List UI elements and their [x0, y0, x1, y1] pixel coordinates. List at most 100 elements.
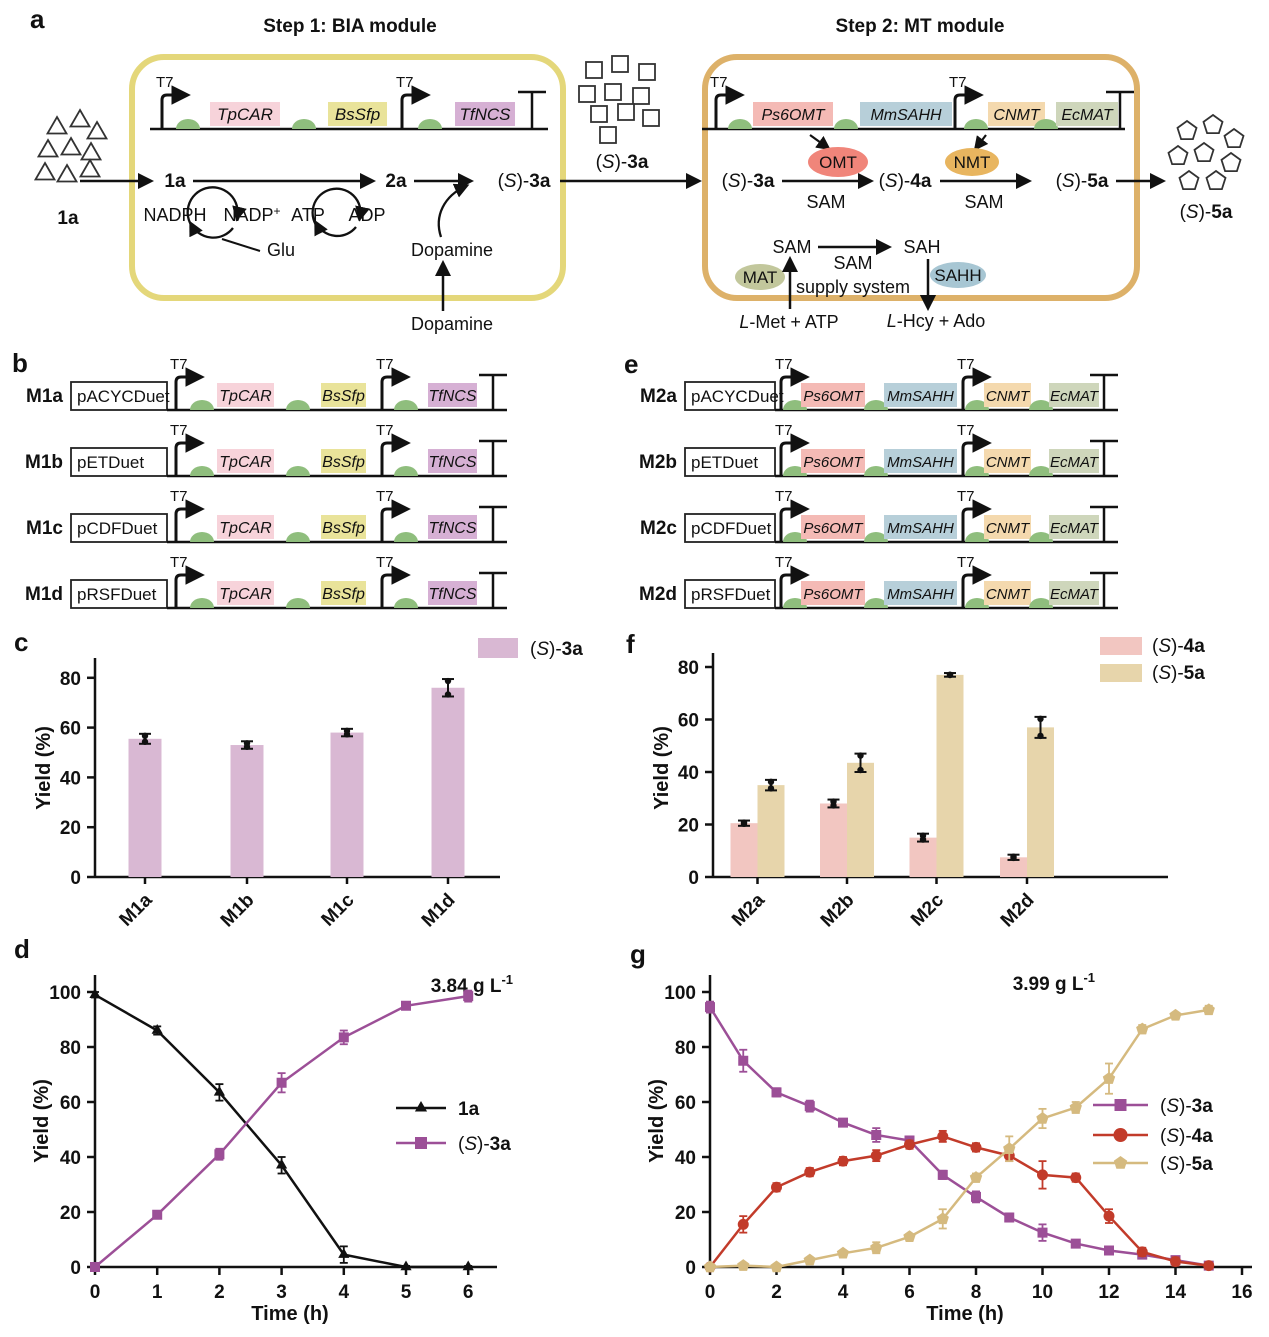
gene-label-TpCAR: TpCAR [219, 520, 272, 537]
gene-label-CNMT: CNMT [993, 107, 1040, 124]
gene-box-MmSAHH [860, 102, 952, 126]
gene-label-EcMAT: EcMAT [1050, 388, 1100, 405]
series-line-(S)-3a [708, 1006, 1210, 1267]
rbs-icon [286, 598, 310, 608]
rbs-icon [286, 532, 310, 542]
pentagon-marker-(S)-5a [903, 1230, 916, 1242]
bar-M1c-(S)-3a [330, 732, 364, 877]
line-series-(S)-5a [703, 1003, 1215, 1273]
data-point-dot [946, 671, 954, 678]
sam-supply-sah: SAH [903, 237, 940, 257]
omt-enzyme-label: OMT [819, 153, 857, 172]
pentagon-marker-(S)-5a [1136, 1022, 1149, 1035]
panel-g-line-chart: 0 20 40 60 80 100 Yield (%) 0 2 4 6 8 10 12 14 16 Time (… [646, 970, 1253, 1325]
gene-box-TfNCS [428, 581, 477, 605]
intermediate-square-icon [642, 109, 660, 127]
construct-name-M1b: M1b [25, 452, 63, 473]
x-axis-title: Time (h) [251, 1303, 328, 1325]
bar-M1b-(S)-3a [230, 745, 264, 877]
category-label-M1c: M1c [318, 889, 359, 930]
substrate-triangle-icon [79, 141, 103, 161]
promoter-t7-label: T7 [170, 554, 188, 571]
intermediate-square-icon [638, 63, 656, 81]
construct-name-M1c: M1c [26, 518, 63, 539]
legend-label-(S)-3a: (S)-3a [458, 1134, 511, 1155]
circle-marker-(S)-4a [804, 1166, 816, 1178]
gene-box-Ps6OMT [753, 102, 833, 126]
triangle-marker-1a [400, 1260, 412, 1271]
y-axis-title: Yield (%) [646, 1079, 668, 1163]
pentagon-marker-(S)-5a [1069, 1101, 1082, 1113]
gene-construct: T7 TpCAR BsSfp T7 TfNCS [167, 554, 507, 610]
y-tick-label: 0 [688, 868, 699, 889]
dopamine-outer-label: Dopamine [411, 314, 493, 334]
y-tick-label: 0 [70, 868, 81, 889]
gene-label-Ps6OMT: Ps6OMT [761, 107, 825, 124]
dopamine-arrow [437, 183, 470, 238]
vector-label-pRSFDuet: pRSFDuet [77, 585, 157, 604]
promoter-icon [779, 499, 810, 542]
gene-label-TfNCS: TfNCS [429, 454, 477, 471]
dopamine-inner-label: Dopamine [411, 240, 493, 260]
x-tick-label: 8 [971, 1282, 982, 1303]
x-tick-label: 5 [401, 1282, 412, 1303]
square-marker-(S)-3a [1070, 1238, 1081, 1249]
rbs-icon [1029, 598, 1053, 608]
y-tick-label: 20 [60, 1203, 81, 1224]
metabolite-s3a: (S)-3a [498, 171, 551, 192]
enzyme-expression-arrow [809, 134, 831, 151]
rbs-icon [834, 119, 858, 129]
cofactor-glu: Glu [267, 240, 295, 260]
series-line-(S)-5a [709, 1008, 1210, 1269]
glu-connector [221, 238, 261, 252]
product-pentagon-icon [1205, 169, 1227, 191]
gene-box-MmSAHH [884, 515, 957, 539]
rbs-icon [864, 532, 888, 542]
rbs-icon [864, 466, 888, 476]
gene-box-Ps6OMT [801, 515, 865, 539]
gene-label-EcMAT: EcMAT [1061, 107, 1113, 124]
legend-label-(S)-4a: (S)-4a [1152, 636, 1205, 657]
vector-box [70, 513, 168, 543]
promoter-t7-label: T7 [957, 554, 975, 571]
line-series-(S)-3a [90, 989, 474, 1272]
rbs-icon [394, 466, 418, 476]
square-marker-(S)-3a [738, 1055, 749, 1066]
category-label-M1d: M1d [418, 890, 460, 932]
sahh-enzyme-ellipse [930, 262, 986, 288]
y-tick-label: 20 [675, 1203, 696, 1224]
legend-marker-(S)-4a [1113, 1128, 1128, 1142]
data-point-dot [141, 738, 149, 745]
rbs-icon [965, 532, 989, 542]
gene-label-TpCAR: TpCAR [219, 388, 272, 405]
legend-label-(S)-3a: (S)-3a [530, 639, 583, 660]
square-marker-(S)-3a [937, 1169, 948, 1180]
pentagon-marker-(S)-5a [1169, 1008, 1182, 1021]
promoter-t7-label: T7 [710, 74, 728, 91]
product-pentagon-icon [1176, 119, 1198, 141]
gene-box-TpCAR [217, 383, 274, 407]
legend-marker-(S)-5a [1113, 1156, 1128, 1169]
square-marker-(S)-3a [214, 1149, 225, 1160]
category-label-M2c: M2c [907, 889, 948, 930]
substrate-cluster-label: 1a [57, 208, 79, 229]
triangle-marker-1a [462, 1260, 474, 1271]
x-axis-title: Time (h) [926, 1303, 1003, 1325]
y-tick-label: 80 [60, 1038, 81, 1059]
gene-label-Ps6OMT: Ps6OMT [803, 586, 864, 603]
product-pentagon-icon [1193, 141, 1215, 163]
vector-box [684, 381, 776, 411]
gene-box-BsSfp [328, 102, 387, 126]
bia-module-box [129, 54, 566, 301]
rbs-icon [394, 400, 418, 410]
pentagon-marker-(S)-5a [737, 1259, 750, 1271]
sam-supply-system-label: SAM [833, 253, 872, 273]
product-pentagon-icon [1202, 113, 1224, 135]
gene-box-EcMAT [1049, 581, 1099, 605]
panel-a-pathway-diagram: 1a (S)-3a (S)-5a T7 TpCAR BsSfp T7 TfNCS 1a 2a (S)… [33, 54, 1245, 334]
gene-label-Ps6OMT: Ps6OMT [803, 520, 864, 537]
cofactor-nadph: NADPH [143, 205, 206, 225]
